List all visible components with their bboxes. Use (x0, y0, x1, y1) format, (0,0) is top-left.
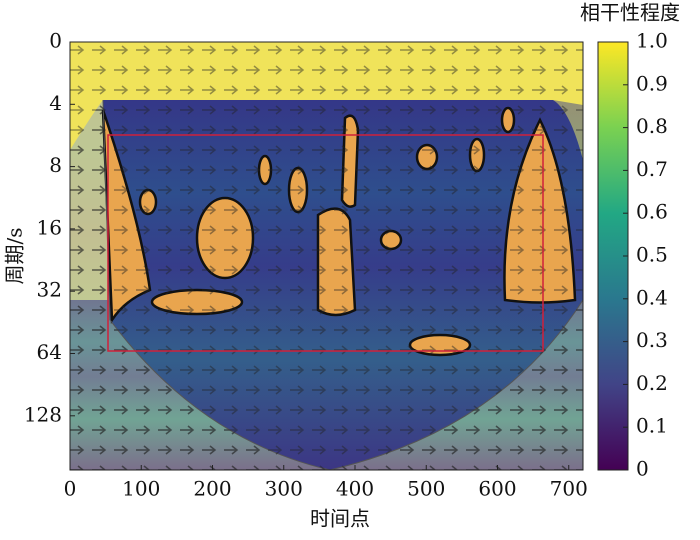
y-tick-label: 32 (37, 278, 62, 302)
colorbar-tick-label: 0 (636, 457, 649, 481)
x-tick-label: 200 (193, 477, 231, 501)
colorbar-tick-label: 0.1 (636, 414, 668, 438)
colorbar-tick-label: 1.0 (636, 29, 668, 53)
x-tick-label: 0 (64, 477, 77, 501)
x-tick-label: 400 (336, 477, 374, 501)
x-tick-label: 600 (478, 477, 516, 501)
x-axis-label: 时间点 (310, 507, 370, 531)
y-tick-label: 8 (49, 153, 62, 177)
x-tick-label: 500 (407, 477, 445, 501)
colorbar-tick-label: 0.4 (636, 285, 668, 309)
colorbar-tick-label: 0.5 (636, 243, 668, 267)
y-tick-label: 128 (24, 402, 62, 426)
colorbar-label: 相干性程度 (580, 1, 680, 25)
colorbar-tick-label: 0.2 (636, 371, 668, 395)
heatmap-image (70, 42, 583, 470)
plot-frame (69, 41, 584, 471)
x-tick-label: 300 (265, 477, 303, 501)
colorbar-tick-label: 0.3 (636, 328, 668, 352)
x-tick-label: 700 (550, 477, 588, 501)
colorbar-tick-label: 0.9 (636, 71, 668, 95)
y-axis-label: 周期/s (3, 227, 27, 284)
colorbar (597, 41, 629, 471)
colorbar-tick-label: 0.6 (636, 200, 668, 224)
colorbar-tick-label: 0.8 (636, 114, 668, 138)
x-tick-label: 100 (122, 477, 160, 501)
y-tick-label: 64 (37, 340, 62, 364)
y-tick-label: 4 (49, 91, 62, 115)
colorbar-tick-label: 0.7 (636, 157, 668, 181)
y-tick-label: 0 (49, 29, 62, 53)
y-tick-label: 16 (37, 215, 62, 239)
